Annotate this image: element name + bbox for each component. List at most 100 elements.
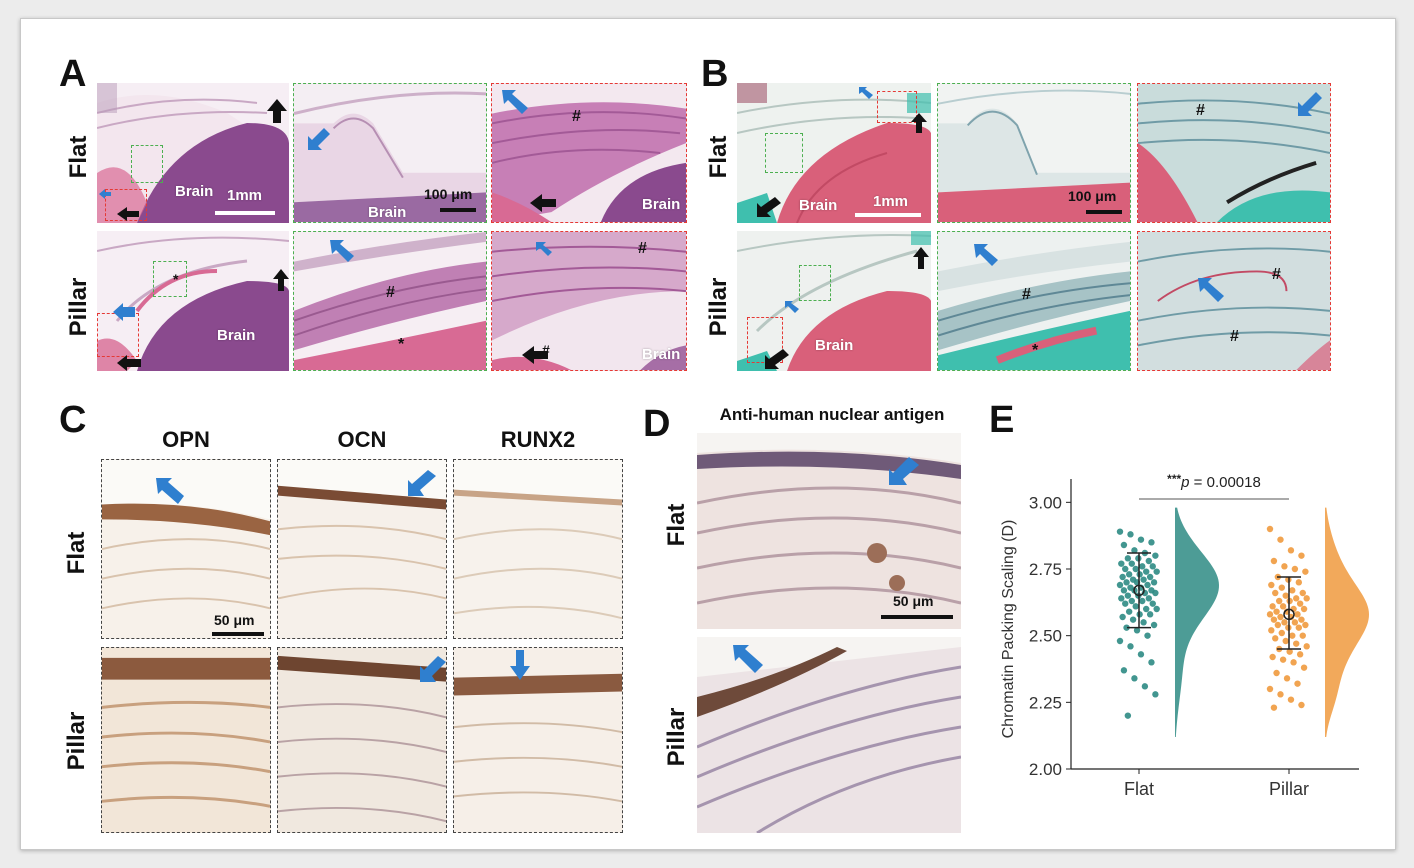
y-tick-label: 2.00 <box>1029 760 1062 779</box>
b-flat-zoom-red: # <box>1137 83 1331 223</box>
data-point-pillar <box>1269 653 1276 661</box>
data-point-pillar <box>1273 608 1280 615</box>
data-point-pillar <box>1303 595 1310 602</box>
blue-arrow-icon <box>859 87 873 99</box>
data-point-pillar <box>1281 619 1288 626</box>
data-point-pillar <box>1298 616 1305 623</box>
panel-label-d: D <box>643 403 671 445</box>
scale-bar <box>1086 210 1122 214</box>
y-axis-label: Chromatin Packing Scaling (D) <box>1000 520 1017 739</box>
ihc-image <box>102 657 270 808</box>
mean-marker <box>1283 608 1295 621</box>
data-point-flat <box>1132 603 1139 610</box>
data-point-flat <box>1139 563 1146 570</box>
data-point-flat <box>1137 536 1145 543</box>
data-point-pillar <box>1268 627 1275 634</box>
blue-arrow-icon <box>156 478 184 504</box>
brain-label: Brain <box>175 183 214 200</box>
zoom-box-green <box>799 265 831 301</box>
data-point-flat <box>1141 683 1149 690</box>
b-flat-zoom-green: 100 μm <box>937 83 1131 223</box>
data-point-pillar <box>1283 675 1291 682</box>
significance-label: ***p = 0.00018 <box>1167 472 1261 491</box>
data-point-flat <box>1150 579 1158 586</box>
data-point-flat <box>1144 632 1151 639</box>
data-point-flat <box>1149 563 1156 570</box>
data-point-pillar <box>1266 525 1274 533</box>
he-zoom-image <box>294 91 486 222</box>
hash-mark: # <box>542 342 550 358</box>
data-point-flat <box>1153 605 1160 613</box>
data-point-flat <box>1131 547 1138 554</box>
ihc-image <box>278 460 446 600</box>
data-point-pillar <box>1298 701 1305 709</box>
scale-bar <box>440 208 476 212</box>
data-point-pillar <box>1272 589 1279 597</box>
data-point-pillar <box>1296 600 1304 607</box>
row-label-a-pillar: Pillar <box>65 277 92 337</box>
blue-arrow-icon <box>785 301 799 313</box>
data-point-flat <box>1118 560 1125 567</box>
data-point-pillar <box>1274 621 1282 629</box>
ihc-image <box>454 460 622 620</box>
data-point-flat <box>1153 568 1160 575</box>
ihc-image <box>454 673 622 803</box>
data-point-flat <box>1152 552 1159 559</box>
column-label-ocn: OCN <box>337 427 387 452</box>
data-point-pillar <box>1295 579 1303 586</box>
data-point-pillar <box>1299 589 1306 597</box>
black-arrow-icon <box>530 194 556 212</box>
hash-mark: # <box>386 284 395 301</box>
scale-label: 100 μm <box>1068 188 1117 204</box>
brain-label: Brain <box>799 197 838 214</box>
column-label-opn: OPN <box>162 427 210 452</box>
ihc-image <box>102 460 270 610</box>
data-point-flat <box>1133 627 1141 634</box>
data-point-pillar <box>1275 597 1283 605</box>
scale-label: 1mm <box>227 187 263 204</box>
y-tick-label: 2.75 <box>1029 560 1062 579</box>
a-pillar-zoom-green: # * <box>293 231 487 371</box>
data-point-pillar <box>1302 621 1309 629</box>
scale-label: 100 μm <box>424 186 473 202</box>
data-point-pillar <box>1291 619 1299 626</box>
scale-bar <box>212 632 264 636</box>
data-point-pillar <box>1300 605 1308 613</box>
b-flat-overview: Brain 1mm <box>737 83 931 223</box>
b-pillar-zoom-red: # # <box>1137 231 1331 371</box>
hash-mark: # <box>1272 266 1281 283</box>
blue-arrow-icon <box>408 470 436 496</box>
zoom-box-green <box>765 133 803 173</box>
scale-label: 50 μm <box>893 593 934 609</box>
row-label-b-pillar: Pillar <box>705 277 732 337</box>
trichrome-zoom-image <box>1138 232 1330 370</box>
data-point-pillar <box>1272 635 1279 642</box>
zoom-box-red <box>877 91 917 123</box>
mean-marker <box>1133 584 1145 597</box>
data-point-pillar <box>1296 651 1304 658</box>
data-point-flat <box>1116 637 1124 645</box>
data-point-pillar <box>1268 581 1275 589</box>
data-point-flat <box>1143 568 1150 575</box>
a-flat-zoom-red: # Brain <box>491 83 687 223</box>
c-runx2-flat <box>453 459 623 639</box>
data-point-pillar <box>1289 587 1296 594</box>
trichrome-overview-image <box>737 231 931 371</box>
black-arrow-icon <box>117 355 141 371</box>
hash-mark: # <box>1230 328 1239 345</box>
data-point-flat <box>1124 592 1132 599</box>
hash-mark: # <box>1196 102 1205 119</box>
data-point-pillar <box>1291 565 1299 573</box>
data-point-flat <box>1140 619 1147 626</box>
data-point-flat <box>1124 555 1132 562</box>
data-point-pillar <box>1270 704 1278 711</box>
data-point-flat <box>1152 691 1159 698</box>
panel-label-c: C <box>59 399 87 441</box>
hash-mark: # <box>572 108 581 125</box>
data-point-pillar <box>1298 552 1305 559</box>
data-point-pillar <box>1266 611 1274 618</box>
brain-label: Brain <box>642 346 681 363</box>
x-tick-label: Pillar <box>1269 779 1309 799</box>
data-point-pillar <box>1287 547 1295 554</box>
black-arrow-icon <box>522 346 548 364</box>
